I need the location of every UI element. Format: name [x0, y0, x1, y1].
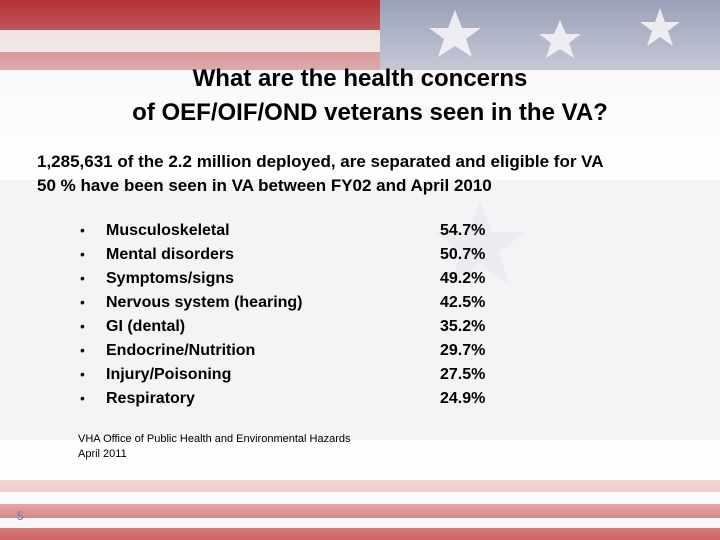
bullet: • — [80, 342, 85, 358]
item-value: 35.2% — [440, 318, 485, 335]
title-line: of OEF/OIF/OND veterans seen in the VA? — [132, 99, 608, 126]
bullet: • — [80, 390, 85, 406]
source-line: VHA Office of Public Health and Environm… — [78, 433, 351, 445]
bullet: • — [80, 318, 85, 334]
source-line: April 2011 — [78, 448, 127, 460]
item-value: 50.7% — [440, 246, 485, 263]
item-value: 54.7% — [440, 222, 485, 239]
bullet: • — [80, 366, 85, 382]
item-list: • Musculoskeletal 54.7% • Mental disorders 50… — [80, 222, 485, 407]
bullet: • — [80, 246, 85, 262]
bullet: • — [80, 222, 85, 238]
bullet: • — [80, 294, 85, 310]
item-value: 24.9% — [440, 390, 485, 407]
item-value: 27.5% — [440, 366, 485, 383]
item-label: Injury/Poisoning — [106, 366, 231, 383]
item-value: 49.2% — [440, 270, 485, 287]
item-value: 42.5% — [440, 294, 485, 311]
item-value: 29.7% — [440, 342, 485, 359]
item-label: Symptoms/signs — [106, 270, 234, 287]
item-label: Nervous system (hearing) — [106, 294, 303, 311]
item-label: Endocrine/Nutrition — [106, 342, 255, 359]
item-label: Mental disorders — [106, 246, 234, 263]
title-line: What are the health concerns — [193, 65, 528, 92]
intro-line: 50 % have been seen in VA between FY02 a… — [37, 176, 492, 195]
item-label: Respiratory — [106, 390, 195, 407]
intro-line: 1,285,631 of the 2.2 million deployed, a… — [37, 152, 604, 171]
page-number: 5 — [17, 509, 24, 523]
bullet: • — [80, 270, 85, 286]
item-label: Musculoskeletal — [106, 222, 230, 239]
item-label: GI (dental) — [106, 318, 185, 335]
